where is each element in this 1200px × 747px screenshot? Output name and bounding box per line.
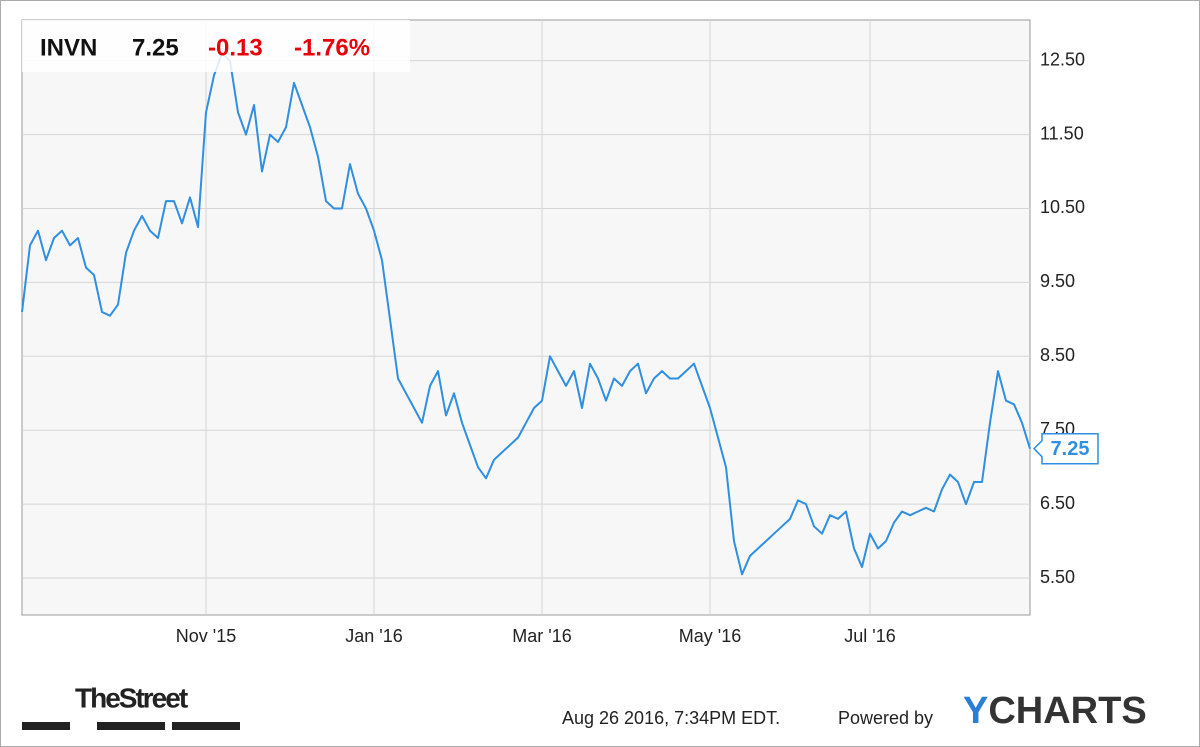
x-tick-label: Jan '16: [345, 626, 402, 646]
y-tick-label: 9.50: [1040, 271, 1075, 291]
x-tick-label: Mar '16: [512, 626, 571, 646]
price-line: [21, 52, 1031, 576]
timestamp: Aug 26 2016, 7:34PM EDT.: [562, 708, 780, 728]
x-tick-label: Jul '16: [844, 626, 895, 646]
last-price: 7.25: [132, 34, 179, 61]
change: -0.13: [208, 34, 263, 61]
header-box: [22, 20, 410, 72]
plot-area: [21, 19, 1031, 616]
y-tick-label: 12.50: [1040, 49, 1085, 69]
y-tick-label: 5.50: [1040, 567, 1075, 587]
y-tick-label: 8.50: [1040, 345, 1075, 365]
change-pct: -1.76%: [294, 34, 370, 61]
powered-by: Powered by: [838, 708, 933, 728]
source-logo: TheStreet: [75, 682, 188, 713]
brand-logo: YCHARTS: [963, 690, 1147, 732]
last-value-label: 7.25: [1051, 438, 1090, 460]
y-tick-label: 11.50: [1040, 123, 1084, 143]
logo-bar: [97, 722, 165, 730]
y-tick-label: 10.50: [1040, 197, 1085, 217]
logo-bar: [22, 722, 70, 730]
logo-bar: [172, 722, 240, 730]
ticker: INVN: [40, 34, 97, 61]
x-tick-label: May '16: [679, 626, 741, 646]
y-tick-label: 6.50: [1040, 493, 1075, 513]
last-value-box: [1032, 432, 1099, 465]
x-tick-label: Nov '15: [176, 626, 236, 646]
